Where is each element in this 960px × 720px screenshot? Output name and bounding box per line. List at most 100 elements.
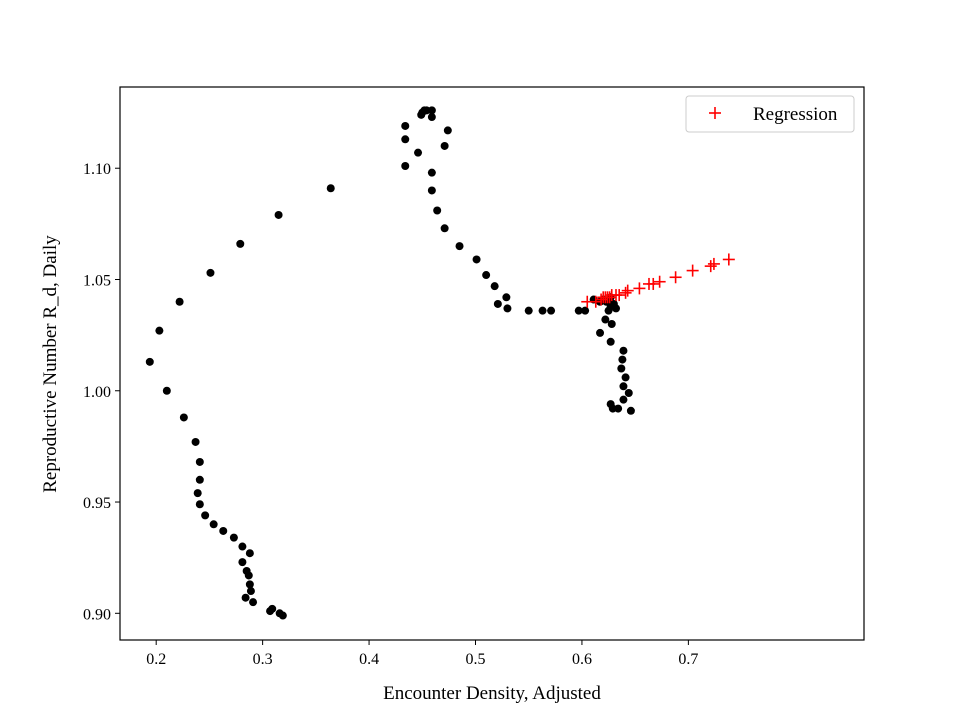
data-point — [401, 121, 410, 130]
data-point — [246, 587, 255, 596]
data-point — [249, 598, 258, 607]
regression-point — [621, 284, 634, 297]
data-point — [427, 113, 436, 122]
data-point — [195, 475, 204, 484]
data-point — [401, 162, 410, 170]
legend-plus-icon — [709, 107, 721, 119]
data-point — [624, 388, 633, 397]
regression-point — [613, 289, 626, 302]
data-point — [155, 326, 164, 335]
legend-label-regression: Regression — [753, 104, 838, 125]
data-point — [206, 268, 215, 277]
data-point — [274, 210, 283, 219]
data-point — [596, 328, 605, 337]
y-tick-label: 0.95 — [83, 495, 111, 512]
data-point — [626, 406, 635, 415]
data-point — [581, 306, 590, 315]
x-tick-label: 0.7 — [678, 651, 698, 668]
regression-point — [603, 291, 616, 304]
regression-point — [589, 295, 602, 308]
data-point — [242, 567, 251, 576]
legend: Regression — [685, 95, 855, 133]
data-point — [401, 135, 410, 144]
data-point — [617, 364, 626, 373]
regression-point — [669, 271, 682, 284]
y-tick-label: 0.90 — [83, 606, 111, 623]
data-point — [427, 186, 436, 195]
data-point — [440, 224, 449, 233]
data-point — [482, 271, 491, 280]
data-point — [472, 255, 481, 264]
regression-point — [647, 277, 660, 290]
data-point — [191, 437, 200, 446]
data-point — [455, 242, 464, 251]
data-point — [524, 306, 533, 315]
data-point — [443, 126, 452, 135]
x-tick-label: 0.3 — [253, 651, 273, 668]
data-point — [574, 306, 583, 315]
data-point — [427, 106, 436, 115]
x-tick-label: 0.5 — [466, 651, 486, 668]
y-axis-title: Reproductive Number R_d, Daily — [40, 235, 61, 493]
data-point — [266, 607, 275, 616]
data-point — [618, 355, 627, 364]
data-point — [607, 320, 616, 328]
data-point — [193, 489, 202, 498]
data-point — [245, 549, 254, 558]
regression-point — [653, 275, 666, 288]
data-point — [245, 580, 254, 589]
legend-box — [685, 95, 855, 133]
data-point — [175, 297, 184, 306]
data-point — [502, 293, 511, 302]
regression-point — [707, 257, 720, 270]
data-point — [219, 526, 228, 535]
data-point — [179, 413, 188, 422]
data-point — [619, 382, 628, 391]
data-point — [619, 346, 628, 355]
regression-point — [633, 282, 646, 295]
plot-frame — [119, 86, 865, 641]
data-point — [606, 337, 615, 346]
data-point — [195, 500, 204, 509]
data-point — [427, 168, 436, 177]
data-point — [238, 542, 247, 551]
data-point — [229, 533, 238, 542]
data-point — [619, 395, 628, 404]
regression-point — [704, 260, 717, 273]
data-point — [275, 609, 284, 618]
x-tick-label: 0.4 — [359, 651, 379, 668]
data-point — [493, 299, 502, 308]
data-point — [614, 404, 623, 413]
data-point — [201, 511, 210, 520]
data-point — [326, 184, 335, 193]
data-point — [236, 239, 245, 248]
data-point — [538, 306, 547, 315]
data-point — [241, 593, 250, 602]
y-tick-label: 1.10 — [83, 161, 111, 178]
data-point — [433, 206, 442, 215]
legend-marker-regression — [709, 107, 721, 119]
data-point — [490, 282, 499, 291]
x-tick-label: 0.2 — [146, 651, 166, 668]
data-point — [209, 520, 218, 529]
data-point — [547, 306, 556, 315]
data-point — [503, 304, 512, 313]
regression-point — [722, 253, 735, 266]
data-point — [601, 315, 610, 324]
regression-point — [686, 264, 699, 277]
x-axis-title: Encounter Density, Adjusted — [383, 683, 601, 704]
x-tick-label: 0.6 — [572, 651, 592, 668]
y-tick-label: 1.05 — [83, 272, 111, 289]
data-point — [145, 357, 154, 366]
data-point — [604, 306, 613, 315]
axis-ticks: 0.2 0.3 0.4 0.5 0.6 0.7 0.90 0.95 1.00 1.05 1.10 — [83, 161, 698, 668]
regression-point — [619, 286, 632, 299]
data-point — [621, 373, 630, 382]
data-point — [414, 148, 423, 157]
data-markers — [145, 106, 735, 620]
data-point — [162, 386, 171, 395]
y-tick-label: 1.00 — [83, 384, 111, 401]
data-point — [440, 141, 449, 150]
data-point — [195, 457, 204, 466]
